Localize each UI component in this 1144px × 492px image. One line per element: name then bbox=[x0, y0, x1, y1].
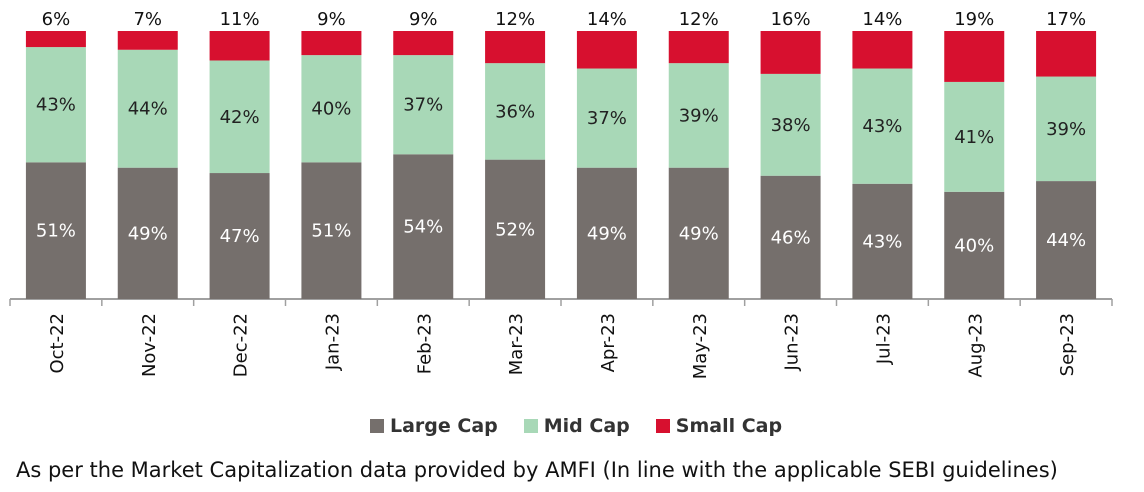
data-label-mid-cap: 41% bbox=[954, 127, 994, 148]
data-label-small-cap: 14% bbox=[587, 9, 627, 30]
bar-segment-large-cap bbox=[485, 159, 546, 299]
data-label-large-cap: 51% bbox=[36, 221, 76, 242]
data-label-mid-cap: 37% bbox=[587, 108, 627, 129]
bar-segment-small-cap bbox=[393, 31, 454, 56]
bar-segment-large-cap bbox=[760, 175, 821, 299]
data-label-mid-cap: 36% bbox=[495, 101, 535, 122]
bar-segment-mid-cap bbox=[117, 49, 178, 168]
bar-segment-large-cap bbox=[852, 183, 913, 299]
legend-item-mid-cap: Mid Cap bbox=[523, 415, 630, 437]
data-label-mid-cap: 39% bbox=[1046, 119, 1086, 140]
bar-segment-small-cap bbox=[25, 31, 86, 48]
data-label-mid-cap: 42% bbox=[220, 107, 260, 128]
x-tick-label: Jun-23 bbox=[782, 313, 803, 372]
stacked-bar-chart: 51% 43% 6% Oct-22 49% 44% 7% Nov-22 47% 42% 11% Dec… bbox=[9, 9, 1113, 379]
bar-segment-mid-cap bbox=[25, 47, 86, 163]
chart-legend: Large Cap Mid Cap Small Cap bbox=[370, 414, 782, 438]
data-label-mid-cap: 40% bbox=[311, 99, 351, 120]
bar-segment-small-cap bbox=[852, 31, 913, 69]
data-label-mid-cap: 37% bbox=[403, 95, 443, 116]
data-label-large-cap: 51% bbox=[311, 221, 351, 242]
data-label-mid-cap: 43% bbox=[862, 116, 902, 137]
x-tick-label: Jul-23 bbox=[873, 313, 894, 365]
bar-segment-large-cap bbox=[117, 167, 178, 299]
x-tick-label: May-23 bbox=[690, 313, 711, 379]
bar-segment-large-cap bbox=[209, 173, 270, 299]
bar-segment-small-cap bbox=[485, 31, 546, 64]
data-label-small-cap: 6% bbox=[42, 9, 71, 30]
data-label-small-cap: 17% bbox=[1046, 9, 1086, 30]
data-label-large-cap: 52% bbox=[495, 219, 535, 240]
x-tick-label: Apr-23 bbox=[598, 313, 619, 372]
bar-segment-small-cap bbox=[209, 31, 270, 61]
bar-segment-small-cap bbox=[301, 31, 362, 56]
data-label-small-cap: 12% bbox=[495, 9, 535, 30]
bar-segment-small-cap bbox=[117, 31, 178, 50]
data-label-mid-cap: 44% bbox=[128, 99, 168, 120]
data-label-small-cap: 9% bbox=[409, 9, 438, 30]
bar-segment-mid-cap bbox=[852, 68, 913, 184]
bar-segment-mid-cap bbox=[576, 68, 637, 168]
x-tick-label: Feb-23 bbox=[414, 313, 435, 374]
bar-segment-mid-cap bbox=[301, 55, 362, 163]
data-label-large-cap: 47% bbox=[220, 226, 260, 247]
bar-segment-small-cap bbox=[944, 31, 1005, 82]
bar-segment-large-cap bbox=[944, 191, 1005, 299]
data-label-mid-cap: 43% bbox=[36, 95, 76, 116]
bar-segment-small-cap bbox=[576, 31, 637, 69]
bar-segment-large-cap bbox=[393, 154, 454, 299]
bar-segment-large-cap bbox=[301, 162, 362, 299]
data-label-small-cap: 16% bbox=[771, 9, 811, 30]
legend-label-large-cap: Large Cap bbox=[390, 415, 498, 437]
data-label-small-cap: 19% bbox=[954, 9, 994, 30]
data-label-large-cap: 49% bbox=[128, 223, 168, 244]
bar-segment-small-cap bbox=[760, 31, 821, 74]
x-tick-label: Oct-22 bbox=[47, 313, 68, 374]
bar-segment-large-cap bbox=[25, 162, 86, 299]
data-label-large-cap: 40% bbox=[954, 235, 994, 256]
bar-segment-large-cap bbox=[1036, 181, 1097, 299]
x-tick-label: Dec-22 bbox=[231, 313, 252, 377]
bar-segment-small-cap bbox=[668, 31, 729, 64]
data-label-large-cap: 49% bbox=[587, 223, 627, 244]
x-tick-label: Jan-23 bbox=[322, 313, 343, 371]
bar-segment-mid-cap bbox=[485, 63, 546, 160]
legend-label-mid-cap: Mid Cap bbox=[543, 415, 630, 437]
legend-item-small-cap: Small Cap bbox=[655, 415, 783, 437]
data-label-large-cap: 49% bbox=[679, 223, 719, 244]
legend-swatch-mid-cap bbox=[523, 419, 538, 433]
x-tick-label: Mar-23 bbox=[506, 313, 527, 375]
x-tick-label: Aug-23 bbox=[965, 313, 986, 378]
data-label-large-cap: 43% bbox=[862, 231, 902, 252]
bar-segment-mid-cap bbox=[1036, 76, 1097, 182]
bar-segment-mid-cap bbox=[668, 63, 729, 168]
data-label-small-cap: 9% bbox=[317, 9, 346, 30]
bar-segment-mid-cap bbox=[393, 55, 454, 155]
footnote: As per the Market Capitalization data pr… bbox=[16, 458, 1058, 482]
bar-segment-large-cap bbox=[576, 167, 637, 299]
data-label-small-cap: 12% bbox=[679, 9, 719, 30]
bar-segment-small-cap bbox=[1036, 31, 1097, 77]
x-tick-label: Sep-23 bbox=[1057, 313, 1078, 376]
data-label-small-cap: 7% bbox=[133, 9, 162, 30]
legend-swatch-large-cap bbox=[370, 419, 384, 433]
x-tick-label: Nov-22 bbox=[139, 313, 160, 377]
data-label-mid-cap: 39% bbox=[679, 105, 719, 126]
legend-swatch-small-cap bbox=[655, 419, 670, 433]
data-label-small-cap: 14% bbox=[862, 9, 902, 30]
bar-segment-mid-cap bbox=[944, 81, 1005, 192]
bar-segment-mid-cap bbox=[760, 73, 821, 176]
bar-segment-large-cap bbox=[668, 167, 729, 299]
legend-item-large-cap: Large Cap bbox=[370, 415, 498, 437]
data-label-large-cap: 46% bbox=[771, 227, 811, 248]
data-label-large-cap: 44% bbox=[1046, 230, 1086, 251]
data-label-mid-cap: 38% bbox=[771, 115, 811, 136]
bar-segment-mid-cap bbox=[209, 60, 270, 174]
data-label-large-cap: 54% bbox=[403, 217, 443, 238]
data-label-small-cap: 11% bbox=[220, 9, 260, 30]
legend-label-small-cap: Small Cap bbox=[675, 415, 783, 437]
